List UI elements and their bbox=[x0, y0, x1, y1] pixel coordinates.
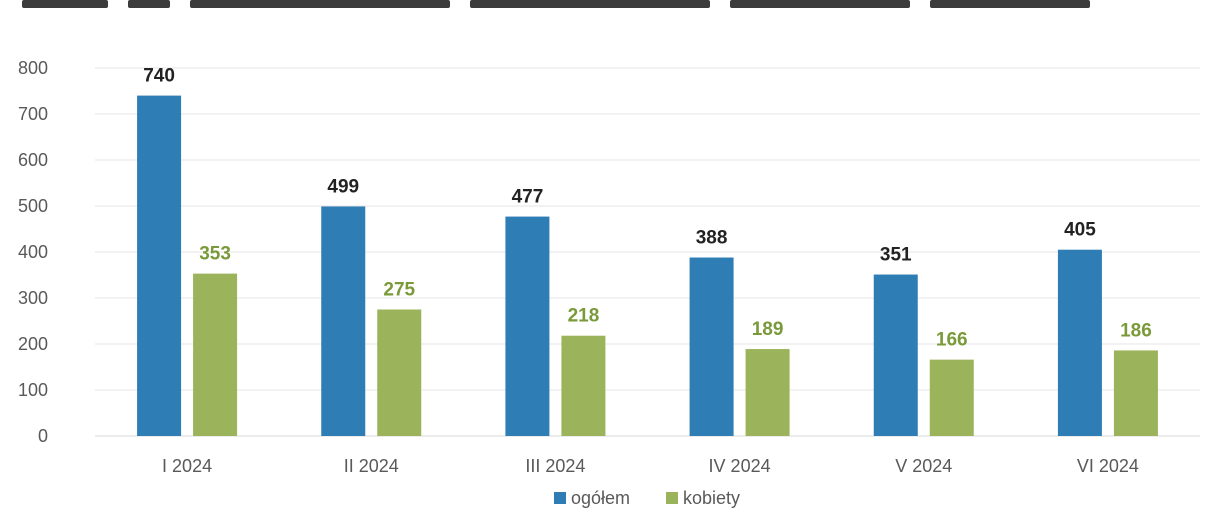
data-label: 189 bbox=[752, 319, 784, 340]
x-tick-label: VI 2024 bbox=[1077, 456, 1139, 476]
bar-ogolem bbox=[505, 216, 550, 436]
data-label: 740 bbox=[143, 66, 175, 87]
x-tick-label: IV 2024 bbox=[709, 456, 771, 476]
legend-label-kobiety: kobiety bbox=[683, 488, 740, 508]
x-tick-label: V 2024 bbox=[895, 456, 952, 476]
bar-kobiety bbox=[377, 309, 422, 436]
y-tick-label: 500 bbox=[18, 196, 48, 216]
x-tick-label: I 2024 bbox=[162, 456, 212, 476]
y-tick-label: 800 bbox=[18, 58, 48, 78]
legend-label-ogolem: ogółem bbox=[571, 488, 630, 508]
bar-kobiety bbox=[1113, 350, 1158, 436]
data-label: 351 bbox=[880, 245, 912, 266]
data-label: 499 bbox=[327, 176, 359, 197]
bar-ogolem bbox=[137, 95, 182, 436]
legend-swatch-ogolem bbox=[554, 492, 566, 504]
data-label: 186 bbox=[1120, 320, 1152, 341]
cropped-header-text bbox=[0, 0, 1218, 10]
data-label: 477 bbox=[512, 187, 544, 208]
x-tick-label: III 2024 bbox=[525, 456, 585, 476]
y-tick-label: 100 bbox=[18, 380, 48, 400]
y-tick-label: 600 bbox=[18, 150, 48, 170]
bar-kobiety bbox=[929, 359, 974, 436]
y-tick-label: 700 bbox=[18, 104, 48, 124]
bar-kobiety bbox=[193, 273, 238, 436]
y-tick-label: 200 bbox=[18, 334, 48, 354]
data-label: 218 bbox=[568, 306, 600, 327]
bar-kobiety bbox=[561, 335, 606, 436]
bar-ogolem bbox=[1057, 249, 1102, 436]
y-tick-label: 300 bbox=[18, 288, 48, 308]
data-label: 275 bbox=[383, 280, 415, 301]
bar-kobiety bbox=[745, 349, 790, 436]
legend-swatch-kobiety bbox=[666, 492, 678, 504]
x-tick-label: II 2024 bbox=[344, 456, 399, 476]
data-label: 388 bbox=[696, 228, 728, 249]
bar-ogolem bbox=[321, 206, 366, 436]
bar-ogolem bbox=[689, 257, 734, 436]
y-tick-label: 400 bbox=[18, 242, 48, 262]
data-label: 166 bbox=[936, 330, 968, 351]
y-tick-label: 0 bbox=[38, 426, 48, 446]
data-label: 353 bbox=[199, 244, 231, 265]
bar-ogolem bbox=[873, 274, 918, 436]
data-label: 405 bbox=[1064, 220, 1096, 241]
